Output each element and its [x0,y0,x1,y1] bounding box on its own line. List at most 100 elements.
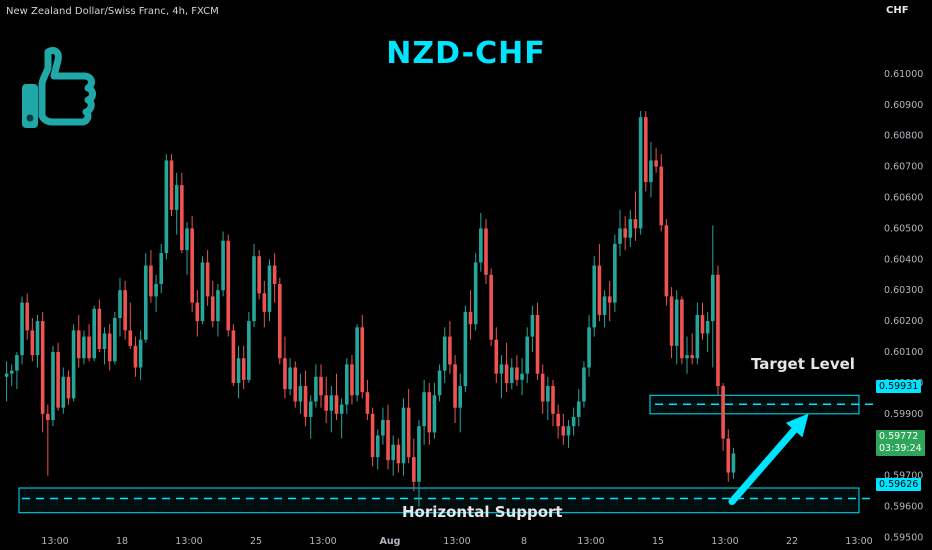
candle-body [185,228,189,251]
candle-body [643,117,648,183]
y-tick-label: 0.59900 [884,409,923,420]
candle-body [561,426,566,436]
candle-body [283,358,287,390]
candle-body [164,160,169,254]
candle-body [138,339,143,368]
x-tick-label: 13:00 [845,536,872,547]
countdown-value: 03:39:24 [879,443,922,454]
candle-body [695,314,700,359]
candle-body [705,321,710,334]
candle-body [102,333,107,349]
candle-body [726,438,731,473]
currency-label: CHF [886,5,909,16]
candle-body [56,352,60,408]
candle-body [638,117,643,229]
candle-body [623,228,627,238]
target-level-label: Target Level [751,355,855,373]
candle-body [210,296,215,322]
candle-body [479,228,483,263]
candle-body [618,228,622,244]
candle-body [669,296,674,346]
x-tick-label: 13:00 [309,536,336,547]
y-tick-label: 0.60500 [884,223,923,234]
y-tick-label: 0.60600 [884,193,923,204]
x-tick-label: 13:00 [175,536,202,547]
candle-body [236,358,241,383]
candle-body [468,311,473,325]
candle-body [128,330,133,346]
target-arrow-shaft [728,426,798,506]
candle-body [417,426,421,482]
y-tick-label: 0.60400 [884,254,923,265]
candle-body [592,265,597,328]
candle-body [15,355,19,371]
candle-body [314,376,318,402]
support-zone-box [18,487,860,514]
candle-body [298,386,303,402]
candle-body [437,370,442,396]
candle-body [556,413,560,427]
candle-body [716,274,720,387]
candle-body [319,376,323,396]
candle-body [628,219,633,238]
candle-body [381,420,385,436]
candle-body [71,330,76,399]
candle-body [633,219,638,229]
candle-body [391,444,396,461]
candle-body [613,243,617,303]
y-tick-label: 0.60200 [884,316,923,327]
candle-body [504,364,509,383]
horizontal-support-label: Horizontal Support [402,503,563,521]
candle-body [76,330,81,359]
candle-body [308,401,313,417]
target-arrow-head [785,413,809,438]
candle-body [375,435,380,458]
candle-body [360,327,365,393]
candle-body [473,262,478,325]
candle-body [226,240,231,331]
candle-body [427,392,432,433]
candle-body [247,321,251,380]
candle-body [133,345,138,368]
candle-body [159,253,164,285]
x-tick-label: 18 [116,536,128,547]
candle-body [680,299,684,359]
candle-body [40,321,45,414]
candle-body [499,364,504,374]
candle-body [174,185,179,210]
candle-body [674,299,679,346]
y-tick-label: 0.59500 [884,532,923,543]
candle-body [107,333,112,362]
thumbs-up-icon [22,46,96,128]
candle-body [252,256,256,322]
candle-body [344,364,349,405]
candle-body [149,265,153,297]
last-price-value: 0.59772 [879,431,919,442]
candle-body [535,314,540,374]
x-tick-label: 22 [786,536,798,547]
candle-body [406,407,411,458]
candle-body [46,413,50,421]
axis-layer: 0.61000 0.60900 0.60800 0.60700 0.60600 0.605… [41,69,923,547]
candle-body [412,457,416,482]
candle-body [277,284,282,359]
candle-body [721,386,725,439]
candle-body [710,274,715,322]
candle-body [118,290,122,319]
last-price-tag: 0.59772 03:39:24 [876,430,925,456]
candle-body [515,367,519,380]
candle-body [607,296,612,303]
candle-body [30,330,35,356]
support-price-tag: 0.59626 [876,478,922,491]
candle-body [25,302,30,331]
candle-body [442,336,447,371]
candle-body [422,392,426,427]
candle-body [690,355,694,359]
candle-body [9,370,14,374]
candle-body [97,308,102,349]
candle-body [200,262,205,322]
candle-body [525,336,530,374]
candle-body [649,160,653,183]
